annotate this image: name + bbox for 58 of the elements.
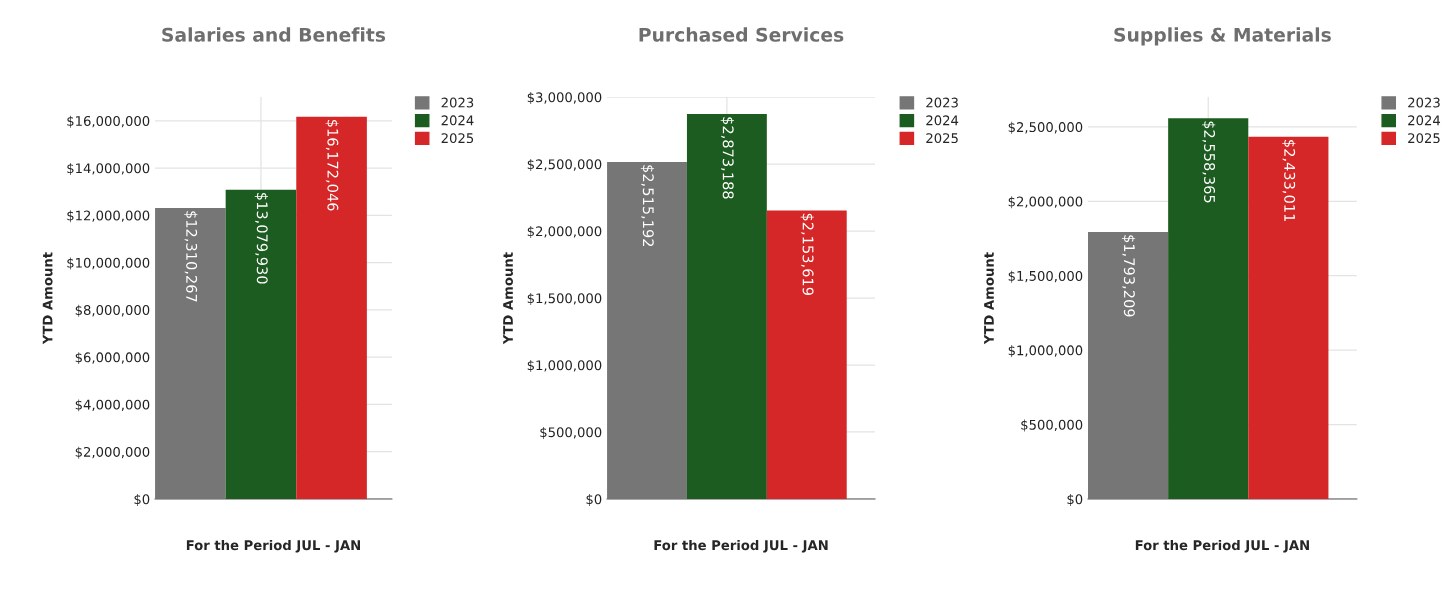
data-label: $16,172,046 bbox=[325, 119, 339, 211]
y-tick-label: $2,000,000 bbox=[527, 226, 602, 239]
y-tick-label: $3,000,000 bbox=[527, 92, 602, 105]
y-tick-label: $4,000,000 bbox=[75, 399, 150, 412]
y-tick-label: $1,500,000 bbox=[527, 293, 602, 305]
y-tick-label: $1,000,000 bbox=[1008, 345, 1083, 358]
legend-label: 2025 bbox=[441, 133, 474, 144]
data-label: $2,515,192 bbox=[640, 165, 655, 247]
y-tick-label: $10,000,000 bbox=[67, 257, 150, 270]
x-axis-title: For the Period JUL - JAN bbox=[186, 539, 360, 553]
legend-label: 2024 bbox=[441, 115, 474, 126]
data-label: $2,153,619 bbox=[800, 213, 814, 295]
y-axis-title: YTD Amount bbox=[42, 252, 53, 345]
y-tick-label: $16,000,000 bbox=[67, 115, 150, 128]
y-tick-label: $0 bbox=[134, 493, 150, 506]
data-label: $13,079,930 bbox=[254, 193, 269, 284]
y-tick-label: $2,000,000 bbox=[75, 446, 150, 459]
y-tick-label: $14,000,000 bbox=[67, 163, 150, 175]
y-tick-label: $2,500,000 bbox=[527, 159, 602, 172]
chart-title: Purchased Services bbox=[639, 27, 844, 42]
bar bbox=[1168, 118, 1249, 499]
y-tick-label: $500,000 bbox=[1021, 419, 1083, 432]
y-axis-title: YTD Amount bbox=[984, 252, 994, 345]
legend-label: 2023 bbox=[1408, 97, 1440, 108]
legend-label: 2023 bbox=[441, 97, 474, 108]
data-label: $2,433,011 bbox=[1282, 140, 1296, 222]
bar bbox=[686, 114, 767, 499]
legend-label: 2024 bbox=[926, 115, 959, 126]
bar bbox=[607, 162, 687, 499]
legend-label: 2023 bbox=[926, 97, 958, 108]
data-label: $2,873,188 bbox=[720, 117, 734, 199]
y-axis-title: YTD Amount bbox=[503, 252, 513, 345]
y-tick-label: $0 bbox=[1067, 493, 1083, 506]
y-tick-label: $6,000,000 bbox=[75, 352, 150, 365]
data-label: $12,310,267 bbox=[184, 211, 198, 302]
bar bbox=[1088, 232, 1169, 499]
x-axis-title: For the Period JUL - JAN bbox=[654, 539, 828, 553]
bar bbox=[155, 207, 226, 499]
chart-title: Salaries and Benefits bbox=[162, 27, 386, 42]
y-tick-label: $1,500,000 bbox=[1008, 270, 1083, 283]
y-tick-label: $1,000,000 bbox=[527, 360, 602, 372]
bar bbox=[296, 116, 367, 499]
legend-label: 2024 bbox=[1408, 115, 1441, 126]
y-tick-label: $0 bbox=[586, 493, 602, 506]
y-tick-label: $2,500,000 bbox=[1008, 121, 1083, 134]
y-tick-label: $12,000,000 bbox=[67, 210, 150, 223]
bar bbox=[1248, 136, 1329, 499]
chart-title: Supplies & Materials bbox=[1114, 27, 1331, 46]
data-label: $1,793,209 bbox=[1121, 235, 1136, 317]
y-tick-label: $500,000 bbox=[540, 426, 602, 439]
legend-label: 2025 bbox=[1408, 133, 1440, 144]
y-tick-label: $8,000,000 bbox=[75, 304, 150, 317]
x-axis-title: For the Period JUL - JAN bbox=[1135, 539, 1309, 553]
legend-label: 2025 bbox=[926, 133, 958, 144]
bar bbox=[766, 210, 847, 499]
y-tick-label: $2,000,000 bbox=[1008, 196, 1083, 209]
data-label: $2,558,365 bbox=[1202, 121, 1216, 203]
bar bbox=[225, 189, 297, 499]
